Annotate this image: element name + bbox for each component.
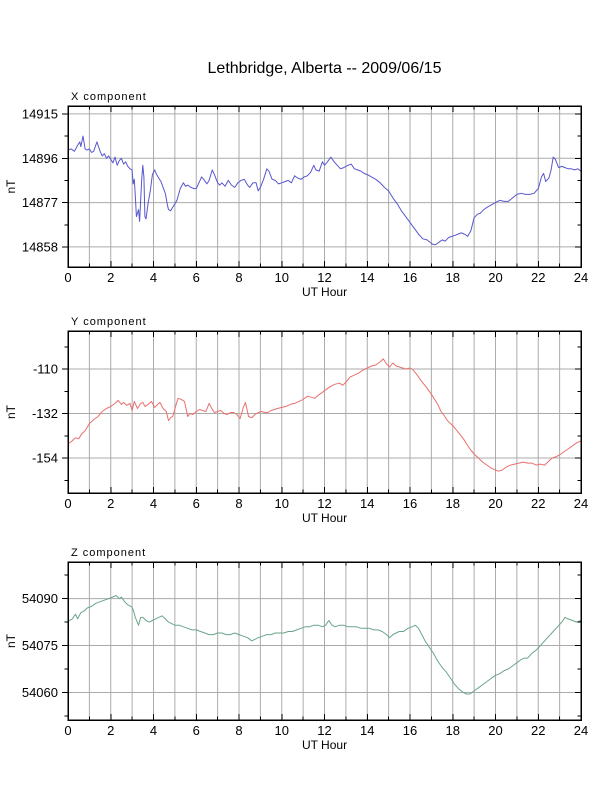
nt-axis-label: nT <box>4 404 18 419</box>
y-tick-label: 14858 <box>22 239 58 254</box>
x-component-series-line <box>67 135 582 246</box>
y-tick-label: 54060 <box>22 685 58 700</box>
x-tick-label: 22 <box>531 723 545 738</box>
y-tick-label: -154 <box>32 451 58 466</box>
x-tick-label: 18 <box>446 496 460 511</box>
y-tick-label: -110 <box>33 362 58 377</box>
x-tick-label: 18 <box>446 723 460 738</box>
x-tick-label: 6 <box>193 496 200 511</box>
x-tick-label: 24 <box>574 723 588 738</box>
x-tick-label: 16 <box>403 496 417 511</box>
x-tick-label: 4 <box>150 723 157 738</box>
x-tick-label: 0 <box>64 270 71 285</box>
x-tick-label: 2 <box>107 270 114 285</box>
ut-hour-axis-label: UT Hour <box>302 511 347 525</box>
x-tick-label: 22 <box>531 270 545 285</box>
y-tick-label: 14915 <box>22 106 58 121</box>
x-tick-label: 4 <box>150 270 157 285</box>
y-tick-label: 54090 <box>22 591 58 606</box>
x-tick-label: 6 <box>193 723 200 738</box>
x-tick-label: 12 <box>317 723 331 738</box>
x-tick-label: 20 <box>488 270 502 285</box>
x-tick-label: 20 <box>488 723 502 738</box>
x-component-panel: 0 2 4 6 8 10 12 14 16 18 20 22 241485814877148961491… <box>4 91 588 299</box>
x-tick-label: 20 <box>488 496 502 511</box>
x-tick-label: 14 <box>360 496 374 511</box>
x-tick-label: 2 <box>107 496 114 511</box>
x-tick-label: 8 <box>235 270 242 285</box>
x-tick-label: 16 <box>403 270 417 285</box>
x-tick-label: 8 <box>235 723 242 738</box>
z-component-series-line <box>67 595 582 695</box>
x-tick-label: 14 <box>360 270 374 285</box>
x-tick-label: 24 <box>574 270 588 285</box>
x-tick-label: 14 <box>360 723 374 738</box>
z-component-label: Z component <box>71 547 146 559</box>
nt-axis-label: nT <box>4 633 18 648</box>
ut-hour-axis-label: UT Hour <box>302 738 347 752</box>
y-component-label: Y component <box>71 316 147 328</box>
y-tick-label: 54075 <box>22 638 58 653</box>
x-tick-label: 10 <box>275 496 289 511</box>
x-tick-label: 16 <box>403 723 417 738</box>
x-tick-label: 18 <box>446 270 460 285</box>
ut-hour-axis-label: UT Hour <box>302 285 347 299</box>
x-tick-label: 8 <box>235 496 242 511</box>
x-tick-label: 6 <box>193 270 200 285</box>
x-tick-label: 10 <box>275 270 289 285</box>
y-tick-label: -132 <box>32 406 58 421</box>
x-tick-label: 22 <box>531 496 545 511</box>
y-tick-label: 14896 <box>22 151 58 166</box>
x-tick-label: 0 <box>64 496 71 511</box>
x-tick-label: 24 <box>574 496 588 511</box>
chart-title: Lethbridge, Alberta -- 2009/06/15 <box>207 60 442 77</box>
x-tick-label: 4 <box>150 496 157 511</box>
y-component-series-line <box>67 358 582 472</box>
nt-axis-label: nT <box>4 179 18 194</box>
x-tick-label: 0 <box>64 723 71 738</box>
x-tick-label: 10 <box>275 723 289 738</box>
y-tick-label: 14877 <box>22 195 58 210</box>
x-tick-label: 2 <box>107 723 114 738</box>
x-tick-label: 12 <box>317 496 331 511</box>
x-component-label: X component <box>71 91 147 103</box>
x-tick-label: 12 <box>317 270 331 285</box>
